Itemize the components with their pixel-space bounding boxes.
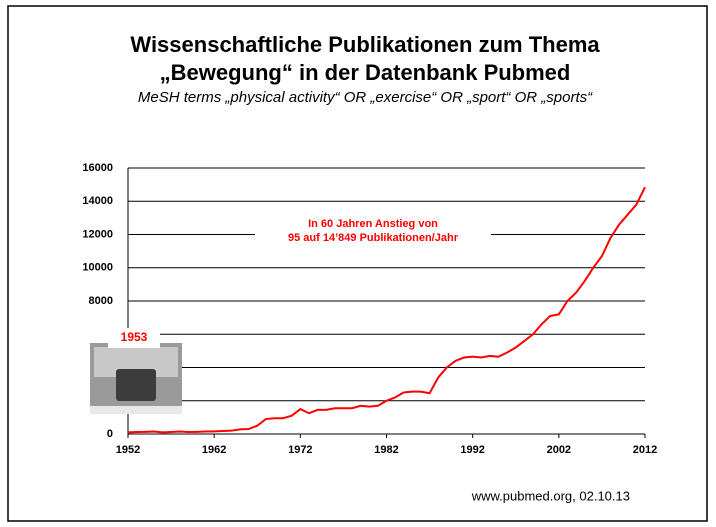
subtitle: MeSH terms „physical activity“ OR „exerc… — [138, 89, 593, 106]
slide: Wissenschaftliche Publikationen zum Them… — [0, 0, 716, 527]
title-line: „Bewegung“ in der Datenbank Pubmed — [160, 60, 571, 85]
photo-label: 1953 — [121, 330, 148, 344]
x-tick-label: 1972 — [288, 444, 312, 456]
page: Wissenschaftliche Publikationen zum Them… — [0, 0, 716, 527]
annotation: In 60 Jahren Anstieg von — [308, 218, 438, 230]
y-tick-label: 8000 — [89, 295, 113, 307]
x-tick-label: 2002 — [547, 444, 571, 456]
x-tick-label: 2012 — [633, 444, 657, 456]
y-tick-label: 0 — [107, 428, 113, 440]
y-tick-label: 12000 — [82, 228, 113, 240]
y-tick-label: 10000 — [82, 262, 113, 274]
x-tick-label: 1962 — [202, 444, 226, 456]
y-tick-label: 16000 — [82, 162, 113, 174]
title-line: Wissenschaftliche Publikationen zum Them… — [130, 32, 600, 57]
photo-bus — [116, 369, 156, 401]
annotation: 95 auf 14’849 Publikationen/Jahr — [288, 232, 459, 244]
x-tick-label: 1952 — [116, 444, 140, 456]
x-tick-label: 1982 — [374, 444, 398, 456]
photo-caption — [90, 406, 182, 414]
source: www.pubmed.org, 02.10.13 — [471, 488, 630, 503]
y-tick-label: 14000 — [82, 195, 113, 207]
x-tick-label: 1992 — [460, 444, 484, 456]
